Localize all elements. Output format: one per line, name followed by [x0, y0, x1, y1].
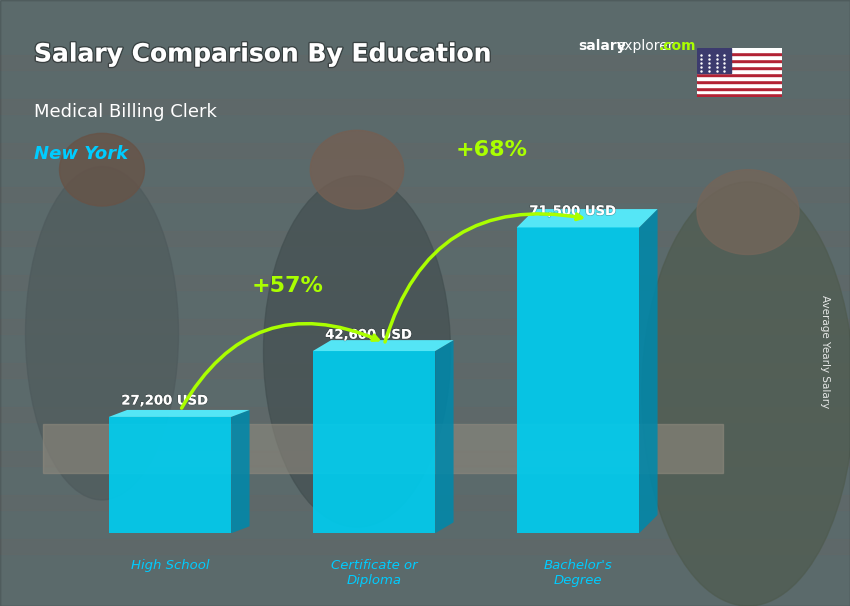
Bar [0, 539, 850, 554]
Bar [697, 62, 782, 66]
Bar [697, 76, 782, 79]
Text: +57%: +57% [252, 276, 323, 296]
Bar [0, 407, 850, 422]
Ellipse shape [264, 176, 450, 527]
Text: High School: High School [131, 559, 209, 572]
Text: 27,200 USD: 27,200 USD [122, 395, 208, 407]
Bar [697, 69, 782, 73]
Bar [697, 52, 782, 55]
Bar [0, 319, 850, 334]
Bar [697, 79, 782, 83]
Bar [0, 231, 850, 246]
Bar [697, 83, 782, 87]
Bar [697, 48, 731, 73]
Text: +68%: +68% [456, 140, 527, 160]
Text: Average Yearly Salary: Average Yearly Salary [819, 295, 830, 408]
Bar [0, 275, 850, 290]
Bar [0, 495, 850, 510]
Bar [697, 73, 782, 76]
Text: salary: salary [578, 39, 626, 53]
Bar [697, 90, 782, 93]
Bar [0, 451, 850, 467]
Text: New York: New York [34, 145, 128, 164]
Ellipse shape [310, 130, 404, 209]
Text: Medical Billing Clerk: Medical Billing Clerk [34, 103, 217, 121]
Bar [0, 142, 850, 158]
Polygon shape [639, 209, 658, 533]
Polygon shape [109, 417, 231, 533]
Text: Salary Comparison By Education: Salary Comparison By Education [34, 42, 493, 67]
Ellipse shape [26, 167, 178, 500]
Ellipse shape [60, 133, 144, 206]
Polygon shape [517, 227, 639, 533]
Text: .com: .com [659, 39, 696, 53]
Bar [0, 55, 850, 70]
Bar [697, 55, 782, 59]
Polygon shape [109, 410, 250, 417]
Text: 71,500 USD: 71,500 USD [530, 205, 616, 218]
Bar [697, 48, 782, 52]
Bar [0, 99, 850, 114]
Text: Bachelor's
Degree: Bachelor's Degree [544, 559, 612, 587]
Bar [0, 187, 850, 202]
Text: explorer: explorer [616, 39, 674, 53]
Ellipse shape [697, 170, 799, 255]
Polygon shape [231, 410, 250, 533]
Ellipse shape [642, 182, 850, 606]
Bar [697, 93, 782, 97]
Bar [0, 363, 850, 378]
Text: 42,600 USD: 42,600 USD [326, 328, 412, 342]
Bar [697, 87, 782, 90]
Bar [697, 59, 782, 62]
Bar [697, 66, 782, 69]
Polygon shape [435, 340, 454, 533]
Polygon shape [313, 351, 435, 533]
Polygon shape [517, 209, 658, 227]
Polygon shape [313, 340, 454, 351]
Bar [42, 424, 722, 473]
Text: Certificate or
Diploma: Certificate or Diploma [331, 559, 417, 587]
